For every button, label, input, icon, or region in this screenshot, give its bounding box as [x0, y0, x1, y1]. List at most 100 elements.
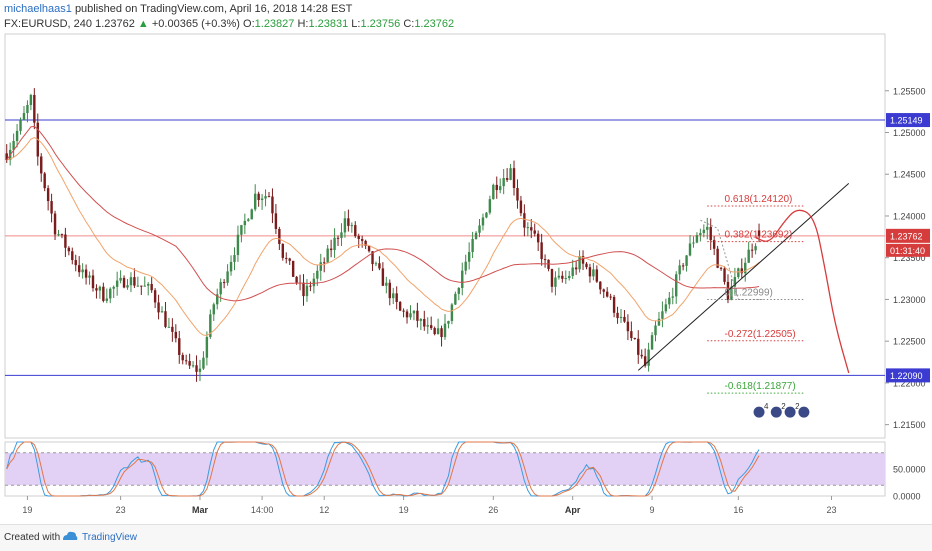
- candle-body: [278, 228, 281, 244]
- candle-body: [46, 188, 50, 202]
- candle-body: [592, 269, 595, 277]
- candle-body: [643, 356, 647, 366]
- candle-body: [474, 232, 478, 240]
- candle-body: [440, 328, 443, 338]
- price-axis-label: 1.22000: [893, 378, 926, 388]
- candle-body: [26, 104, 29, 114]
- candle-body: [571, 267, 574, 276]
- event-flag-icon: [769, 405, 783, 419]
- publish-line: michaelhaas1 published on TradingView.co…: [4, 3, 352, 15]
- candle-body: [53, 213, 57, 235]
- candle-body: [654, 325, 657, 336]
- candle-body: [381, 268, 385, 286]
- event-count-label: 4: [764, 402, 769, 411]
- candle-body: [236, 234, 240, 256]
- candle-body: [64, 234, 67, 248]
- candle-body: [260, 198, 264, 200]
- candle-body: [402, 310, 405, 312]
- candle-body: [454, 293, 457, 305]
- horizontal-level-tag: [886, 113, 930, 128]
- candle-body: [712, 240, 716, 249]
- candle-body: [319, 262, 322, 271]
- candle-body: [630, 331, 633, 339]
- candle-body: [512, 168, 516, 188]
- event-flag-icon: [752, 405, 766, 419]
- candle-body: [302, 282, 305, 297]
- candle-body: [143, 285, 146, 287]
- price-axis-label: 1.22500: [893, 337, 926, 347]
- candle-body: [723, 268, 726, 282]
- candle-body: [15, 130, 19, 142]
- candle-body: [253, 193, 257, 210]
- candle-body: [692, 242, 695, 244]
- candle-body: [699, 233, 702, 236]
- candle-body: [640, 354, 643, 357]
- symbol-label: FX:EURUSD, 240: [4, 18, 93, 30]
- candle-body: [98, 286, 102, 291]
- candle-body: [709, 226, 712, 241]
- candle-body: [295, 276, 298, 283]
- candle-body: [426, 325, 429, 327]
- candle-body: [150, 283, 153, 291]
- candle-body: [243, 220, 247, 226]
- candle-body: [550, 268, 554, 287]
- candle-body: [164, 311, 167, 327]
- candle-body: [240, 225, 243, 235]
- candle-body: [81, 269, 84, 273]
- candle-body: [695, 235, 699, 243]
- footer-bar: Created with TradingView: [0, 524, 932, 551]
- candle-body: [616, 312, 619, 319]
- candle-body: [264, 196, 267, 199]
- candle-body: [147, 283, 150, 286]
- candle-body: [754, 246, 757, 251]
- candle-body: [91, 275, 95, 289]
- candle-body: [702, 229, 706, 234]
- trendline: [637, 183, 850, 371]
- candle-body: [60, 234, 64, 236]
- candle-body: [350, 225, 354, 227]
- close-label: C:: [403, 18, 415, 30]
- candle-body: [657, 318, 661, 326]
- candle-body: [178, 338, 181, 355]
- candle-body: [250, 209, 253, 220]
- candle-body: [650, 335, 654, 350]
- ema-line: [6, 136, 760, 336]
- price-axis-label: 1.24500: [893, 170, 926, 180]
- price-axis-label: 1.25000: [893, 128, 926, 138]
- event-count-label: 2: [781, 402, 786, 411]
- candle-body: [675, 274, 678, 297]
- time-axis-label: Mar: [192, 505, 209, 515]
- candle-body: [405, 311, 409, 318]
- candle-body: [40, 156, 43, 174]
- candle-body: [419, 319, 423, 321]
- candle-body: [198, 368, 202, 372]
- candle-body: [392, 293, 395, 299]
- candle-body: [530, 227, 533, 231]
- candle-body: [488, 199, 492, 213]
- candle-body: [464, 261, 467, 271]
- candle-body: [478, 225, 481, 233]
- time-axis-label: 9: [650, 505, 655, 515]
- tradingview-logo-icon: [63, 531, 78, 540]
- candle-body: [585, 263, 588, 268]
- author-link[interactable]: michaelhaas1: [4, 3, 72, 15]
- candle-body: [43, 173, 46, 189]
- candle-body: [112, 286, 115, 289]
- candle-body: [160, 311, 164, 313]
- candle-body: [357, 236, 360, 239]
- candle-body: [205, 337, 209, 358]
- candle-body: [29, 95, 33, 105]
- horizontal-level-label: 1.25149: [890, 116, 923, 126]
- candle-body: [505, 178, 509, 180]
- candle-body: [102, 286, 105, 301]
- change-value: +0.00365 (+0.3%): [151, 18, 240, 30]
- candle-body: [184, 360, 188, 362]
- candle-body: [312, 278, 316, 287]
- tradingview-brand[interactable]: TradingView: [82, 532, 138, 543]
- fib-level-label: 0.382(1.23692): [725, 230, 793, 241]
- price-chart[interactable]: 1.21500 1.22000 1.22500 1.23000 1.23500 1.240…: [0, 0, 932, 524]
- candle-body: [171, 326, 174, 332]
- candle-body: [499, 186, 502, 191]
- candle-body: [316, 270, 319, 279]
- candle-body: [543, 259, 547, 261]
